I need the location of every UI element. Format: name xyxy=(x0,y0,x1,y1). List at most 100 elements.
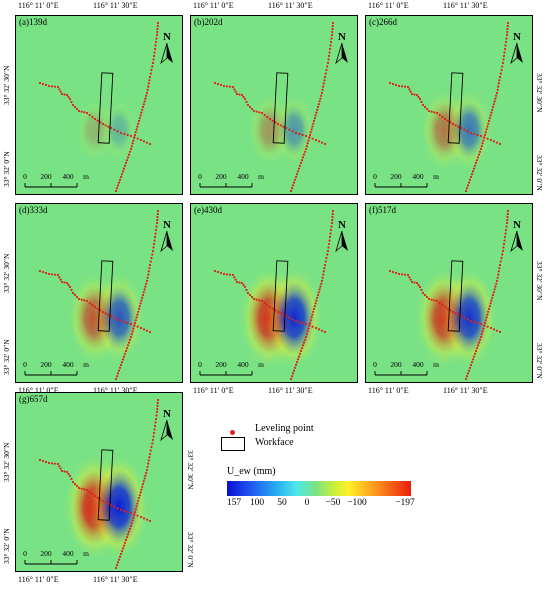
leveling-point xyxy=(141,293,145,297)
colorbar-tick-label: −197 xyxy=(395,498,415,508)
svg-text:200: 200 xyxy=(390,172,402,181)
leveling-point xyxy=(156,218,159,222)
leveling-point xyxy=(70,100,73,104)
leveling-point xyxy=(151,61,155,65)
leveling-point xyxy=(408,88,411,91)
leveling-point xyxy=(298,164,302,167)
leveling-point xyxy=(291,130,294,133)
leveling-point xyxy=(494,97,497,100)
leveling-point xyxy=(153,235,157,239)
north-arrow-icon: N xyxy=(160,31,173,65)
leveling-point xyxy=(234,278,237,281)
leveling-point xyxy=(140,111,143,114)
leveling-point xyxy=(288,316,291,319)
leveling-point xyxy=(116,372,120,375)
leveling-point xyxy=(301,156,305,159)
leveling-point xyxy=(504,44,507,47)
leveling-point xyxy=(145,468,149,472)
leveling-point xyxy=(128,527,132,530)
leveling-point xyxy=(495,329,499,332)
leveling-point xyxy=(133,136,136,139)
leveling-point xyxy=(301,321,304,325)
leveling-point xyxy=(68,474,72,478)
longitude-tick-label: 116° 11′ 30″E xyxy=(268,1,313,10)
leveling-point xyxy=(326,249,330,253)
leveling-point xyxy=(88,113,91,117)
leveling-point xyxy=(145,329,149,332)
leveling-point xyxy=(216,82,220,86)
leveling-point xyxy=(282,125,285,128)
colorbar-tick-label: −50 xyxy=(325,498,341,508)
leveling-point xyxy=(148,263,152,267)
leveling-point xyxy=(454,124,457,127)
leveling-point xyxy=(479,335,483,339)
leveling-point xyxy=(115,187,119,190)
leveling-point xyxy=(144,285,147,288)
leveling-point xyxy=(140,299,143,302)
leveling-point xyxy=(68,97,72,101)
leveling-point xyxy=(276,122,280,126)
leveling-point xyxy=(268,305,272,309)
leveling-point xyxy=(326,253,329,256)
leveling-point xyxy=(308,133,312,137)
leveling-point xyxy=(489,326,493,330)
leveling-point xyxy=(430,298,433,301)
svg-text:m: m xyxy=(83,172,89,181)
leveling-point xyxy=(391,82,395,86)
leveling-point xyxy=(96,307,99,310)
leveling-point xyxy=(114,566,118,570)
leveling-point xyxy=(321,276,324,279)
leveling-point xyxy=(503,239,506,242)
leveling-point xyxy=(471,358,475,361)
leveling-point xyxy=(44,271,48,275)
leveling-point xyxy=(454,312,457,315)
leveling-point xyxy=(41,82,45,86)
longitude-tick-label: 116° 11′ 0″E xyxy=(368,1,409,10)
leveling-point xyxy=(123,132,126,136)
leveling-point xyxy=(129,322,133,326)
leveling-point xyxy=(148,456,151,459)
leveling-point xyxy=(141,296,144,299)
leveling-point xyxy=(135,316,138,319)
leveling-point xyxy=(101,122,105,126)
leveling-point xyxy=(266,303,269,307)
leveling-point xyxy=(315,299,318,302)
displacement-map: N 0 200 400 m xyxy=(190,15,358,195)
leveling-point xyxy=(225,85,229,88)
leveling-point xyxy=(304,147,308,151)
displacement-map: N 0 200 400 m xyxy=(365,15,533,195)
leveling-point xyxy=(322,270,325,273)
workface-outline xyxy=(447,260,464,332)
leveling-point xyxy=(329,232,332,235)
leveling-point xyxy=(317,140,321,143)
leveling-point xyxy=(302,341,306,344)
leveling-point xyxy=(446,119,449,122)
leveling-point xyxy=(145,141,149,144)
leveling-point xyxy=(63,281,66,284)
leveling-point xyxy=(502,54,506,58)
leveling-point xyxy=(143,477,146,480)
leveling-point xyxy=(233,276,236,279)
leveling-point xyxy=(127,341,131,344)
leveling-point xyxy=(222,84,226,88)
leveling-point xyxy=(485,128,488,131)
panel-label: (a)139d xyxy=(19,17,47,27)
leveling-point xyxy=(441,115,444,119)
leveling-point xyxy=(133,321,137,325)
leveling-point xyxy=(492,103,495,106)
leveling-point xyxy=(59,90,62,93)
leveling-point xyxy=(309,319,312,322)
leveling-point xyxy=(60,469,64,473)
leveling-point xyxy=(119,319,123,323)
leveling-point xyxy=(293,178,297,181)
leveling-point xyxy=(235,92,239,96)
svg-text:N: N xyxy=(338,219,346,231)
leveling-point xyxy=(142,103,145,106)
leveling-point xyxy=(240,93,244,97)
leveling-point xyxy=(301,344,305,347)
longitude-tick-label: 116° 11′ 30″E xyxy=(93,386,138,395)
leveling-point xyxy=(433,299,436,302)
leveling-point xyxy=(53,462,57,465)
leveling-point xyxy=(467,181,471,184)
leveling-point xyxy=(156,398,160,402)
